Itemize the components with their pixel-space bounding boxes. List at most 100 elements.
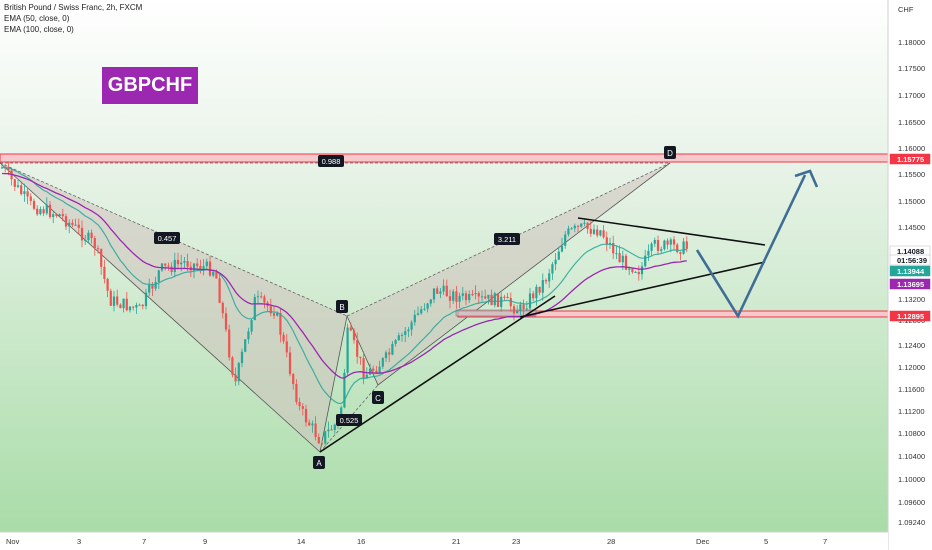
candle-body: [167, 265, 170, 267]
candle-body: [256, 296, 260, 298]
harmonic-pattern[interactable]: [0, 162, 671, 453]
candle-body: [519, 304, 522, 311]
candle-body: [20, 185, 23, 195]
time-tick-label: 23: [512, 537, 520, 546]
candle-body: [509, 298, 512, 307]
candle-body: [496, 293, 500, 307]
candle-body: [464, 293, 468, 301]
candle-body: [359, 356, 362, 359]
price-tick-label: 1.15000: [898, 197, 925, 206]
candle-body: [13, 179, 16, 187]
candle-body: [528, 293, 532, 309]
candle-body: [576, 225, 580, 227]
candle-body: [32, 200, 36, 209]
candle-body: [343, 372, 346, 408]
time-tick-label: 3: [77, 537, 81, 546]
candle-body: [317, 436, 320, 444]
svg-text:0.988: 0.988: [322, 157, 341, 166]
candle-body: [544, 280, 548, 282]
candle-body: [164, 263, 167, 266]
candle-body: [656, 240, 660, 251]
candle-body: [410, 322, 413, 330]
candle-body: [564, 234, 567, 246]
time-tick-label: 7: [142, 537, 146, 546]
candle-body: [522, 304, 525, 310]
time-axis[interactable]: Nov 3 7 9 14 16 21 23 28 Dec 5 7: [0, 531, 888, 550]
candle-body: [493, 293, 496, 306]
candle-body: [490, 294, 493, 306]
candle-body: [180, 262, 183, 265]
candle-body: [468, 294, 471, 301]
candle-body: [58, 214, 61, 216]
projection-arrow[interactable]: [695, 169, 819, 319]
price-tick-label: 1.09600: [898, 498, 925, 507]
candle-body: [596, 229, 599, 236]
svg-text:1.12895: 1.12895: [897, 312, 924, 321]
candle-body: [660, 249, 663, 251]
candle-body: [196, 263, 199, 267]
candle-body: [330, 429, 333, 431]
ema-100-line: [1, 172, 687, 379]
svg-text:A: A: [316, 459, 322, 468]
pattern-bcd-fill: [347, 163, 670, 385]
svg-text:D: D: [667, 149, 673, 158]
symbol-title: British Pound / Swiss Franc, 2h, FXCM: [4, 3, 143, 12]
candle-body: [378, 366, 381, 373]
resistance-zone[interactable]: [0, 153, 889, 163]
candle-body: [228, 329, 231, 358]
triangle-lower-line[interactable]: [519, 261, 766, 318]
candle-body: [295, 383, 298, 403]
candle-body: [391, 343, 394, 355]
symbol-badge: GBPCHF: [102, 67, 198, 104]
candle-body: [388, 352, 391, 355]
candle-body: [676, 244, 679, 253]
candle-body: [324, 431, 327, 444]
candle-body: [477, 293, 480, 297]
candle-body: [349, 327, 352, 331]
triangle-upper-line[interactable]: [577, 217, 766, 246]
candle-body: [356, 340, 359, 357]
price-tick-label: 1.17500: [898, 64, 925, 73]
candle-body: [628, 268, 631, 270]
candle-body: [61, 214, 64, 217]
candle-body: [352, 330, 356, 341]
candle-body: [653, 240, 656, 244]
price-axis[interactable]: CHF 1.18000 1.17500 1.17000 1.16500 1.16000 1…: [887, 0, 932, 550]
candle-body: [64, 216, 68, 227]
price-tag: 1.15775: [889, 153, 931, 165]
ratio-label-top: 0.988: [318, 155, 344, 167]
candle-body: [288, 352, 292, 375]
candle-body: [77, 224, 80, 228]
price-tick-label: 1.10000: [898, 475, 925, 484]
price-tag: 1.13695: [889, 278, 931, 290]
candle-body: [125, 298, 128, 311]
price-tag: 1.12895: [889, 310, 931, 322]
time-tick-label: 5: [764, 537, 768, 546]
candle-body: [541, 280, 544, 293]
candle-body: [602, 230, 605, 238]
candle-body: [605, 237, 608, 245]
candle-body: [372, 368, 375, 371]
candle-body: [621, 255, 624, 263]
candle-body: [375, 370, 378, 373]
svg-text:01:56:39: 01:56:39: [897, 256, 927, 265]
svg-text:3.211: 3.211: [498, 235, 516, 244]
candle-body: [116, 296, 119, 305]
candle-body: [679, 252, 682, 254]
svg-text:1.15775: 1.15775: [897, 155, 924, 164]
candle-body: [640, 266, 644, 275]
candle-body: [538, 286, 541, 293]
candle-body: [612, 242, 615, 254]
candle-body: [176, 259, 180, 265]
pattern-bd-line: [346, 162, 671, 317]
price-tick-label: 1.13200: [898, 295, 925, 304]
candle-body: [535, 286, 538, 299]
candle-body: [442, 285, 445, 292]
candle-body: [199, 266, 202, 270]
candle-body: [570, 228, 573, 230]
candle-body: [426, 303, 429, 309]
candle-body: [583, 222, 586, 224]
candle-body: [624, 255, 628, 270]
candle-body: [96, 248, 100, 250]
